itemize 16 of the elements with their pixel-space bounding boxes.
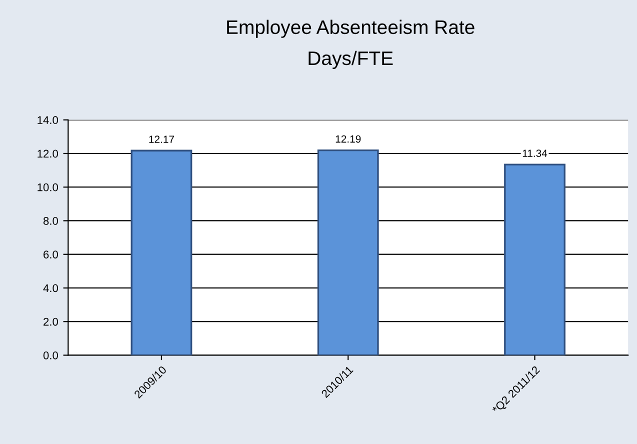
y-tick-label: 4.0 bbox=[43, 284, 58, 292]
chart-subtitle: Days/FTE bbox=[308, 50, 393, 70]
y-tick-label: 8.0 bbox=[43, 217, 58, 225]
y-tick-label: 12.0 bbox=[38, 150, 58, 158]
y-tick-label: 0.0 bbox=[43, 351, 58, 360]
bar bbox=[130, 150, 192, 356]
y-tick-label: 2.0 bbox=[44, 318, 58, 326]
y-tick-label: 14.0 bbox=[38, 116, 58, 124]
y-tick-label: 6.0 bbox=[44, 250, 58, 258]
chart-title: Employee Absenteeism Rate bbox=[227, 20, 474, 38]
data-label: 11.34 bbox=[522, 150, 548, 157]
data-label: 12.17 bbox=[149, 136, 174, 143]
bar bbox=[317, 149, 379, 356]
data-label: 12.19 bbox=[336, 135, 361, 143]
y-tick-label: 10.0 bbox=[38, 183, 58, 192]
bar bbox=[504, 164, 566, 356]
